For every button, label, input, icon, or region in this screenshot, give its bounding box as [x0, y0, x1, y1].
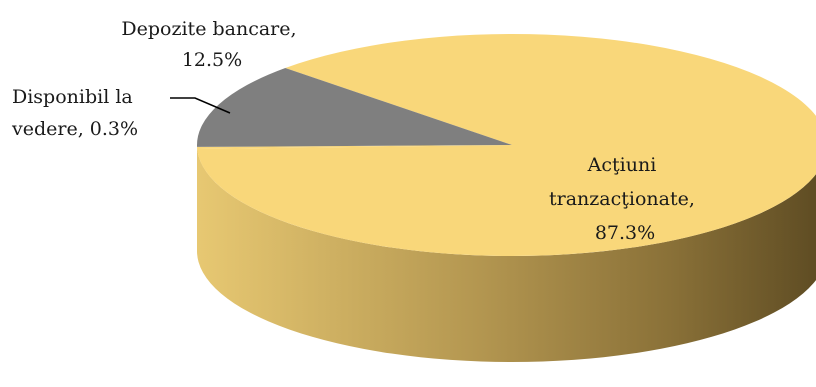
slice-label-depozite: Depozite bancare, 12.5% [121, 18, 302, 71]
slice-label-disponibil: Disponibil la vedere, 0.3% [11, 86, 139, 140]
slice-depozite [197, 67, 512, 147]
pie-side-wall [197, 145, 816, 362]
slice-disponibil [197, 145, 512, 150]
leader-line-disponibil [170, 97, 231, 114]
pie-body [197, 34, 816, 362]
slice-actiuni [197, 34, 816, 256]
pie-labels: Acţiuni tranzacţionate, 87.3% Depozite b… [11, 18, 701, 244]
slice-label-actiuni: Acţiuni tranzacţionate, 87.3% [549, 154, 701, 244]
